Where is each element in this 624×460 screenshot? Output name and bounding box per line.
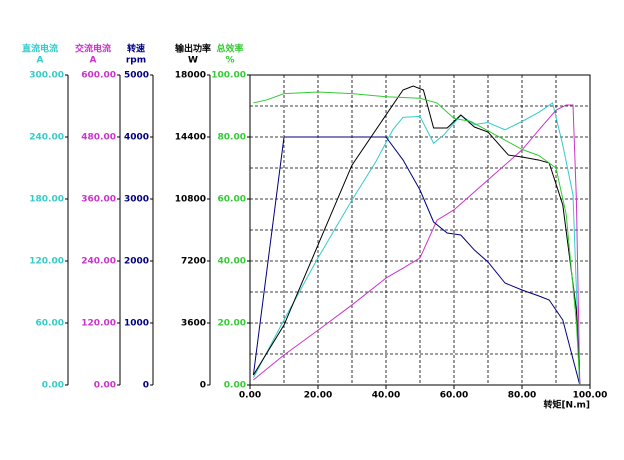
series-line	[253, 104, 581, 386]
y-tick-label: 14400	[175, 133, 206, 143]
x-tick-label: 80.00	[508, 391, 536, 401]
y-tick-label: 0	[143, 381, 149, 391]
x-tick-label: 20.00	[304, 391, 332, 401]
series-line	[252, 85, 581, 386]
x-tick-label: 40.00	[372, 391, 400, 401]
y-tick-label: 5000	[124, 71, 149, 81]
y-tick-label: 2000	[124, 257, 149, 267]
axis-title: 直流电流	[22, 43, 58, 55]
axis-title: 总效率	[216, 43, 243, 55]
y-tick-label: 10800	[175, 195, 206, 205]
y-tick-label: 240.00	[81, 257, 116, 267]
axis-title: 输出功率	[175, 43, 211, 55]
axis-title: 交流电流	[75, 43, 111, 55]
y-tick-label: 100.00	[211, 71, 246, 81]
y-tick-label: 80.00	[218, 133, 246, 143]
x-tick-label: 60.00	[440, 391, 468, 401]
axis-title: 转速	[127, 43, 145, 55]
y-tick-label: 18000	[175, 71, 206, 81]
x-tick-label: 0.00	[239, 391, 261, 401]
y-tick-label: 300.00	[29, 71, 64, 81]
axis-unit: W	[188, 56, 198, 66]
y-tick-label: 1000	[124, 319, 149, 329]
series-line	[252, 102, 581, 386]
y-tick-label: 60.00	[218, 195, 246, 205]
y-tick-label: 20.00	[218, 319, 246, 329]
y-tick-label: 7200	[181, 257, 206, 267]
y-tick-label: 360.00	[81, 195, 116, 205]
y-tick-label: 0.00	[224, 381, 246, 391]
y-tick-label: 120.00	[81, 319, 116, 329]
y-tick-label: 120.00	[29, 257, 64, 267]
series-line	[252, 136, 581, 386]
axis-unit: A	[37, 56, 44, 66]
y-tick-label: 600.00	[81, 71, 116, 81]
y-tick-label: 480.00	[81, 133, 116, 143]
y-tick-label: 3600	[181, 319, 206, 329]
axis-unit: %	[225, 56, 234, 66]
axis-unit: rpm	[126, 56, 146, 66]
y-tick-label: 180.00	[29, 195, 64, 205]
y-tick-label: 0.00	[94, 381, 116, 391]
y-tick-label: 40.00	[218, 257, 246, 267]
y-tick-label: 0.00	[42, 381, 64, 391]
y-tick-label: 0	[200, 381, 206, 391]
x-tick-label: 100.00	[573, 391, 608, 401]
series-line	[253, 91, 581, 386]
y-tick-label: 3000	[124, 195, 149, 205]
x-axis-label: 转矩[N.m]	[543, 399, 590, 411]
y-tick-label: 60.00	[36, 319, 64, 329]
y-tick-label: 4000	[124, 133, 149, 143]
y-tick-label: 240.00	[29, 133, 64, 143]
axis-unit: A	[90, 56, 97, 66]
